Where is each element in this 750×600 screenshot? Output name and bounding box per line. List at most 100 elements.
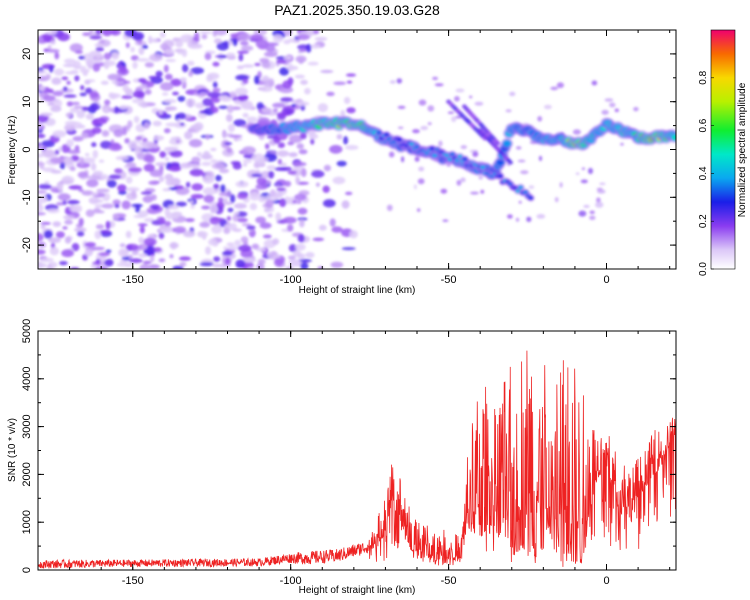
spectrogram-noise-cell [158, 258, 166, 263]
spectrogram-noise-cell [142, 195, 153, 203]
spectrogram-noise-cell [61, 175, 75, 185]
spectrogram-noise-cell [111, 51, 119, 57]
spectrogram-noise-cell [597, 189, 606, 194]
spectrogram-noise-cell [317, 266, 324, 269]
spectrogram-noise-cell [125, 89, 132, 93]
spectrogram-noise-cell [202, 175, 215, 184]
spectrogram-noise-cell [301, 168, 307, 178]
spectrogram-ridge-cell [518, 185, 524, 190]
spectrogram-noise-cell [455, 115, 462, 119]
spectrogram-noise-cell [38, 212, 46, 216]
spectrogram-noise-cell [299, 259, 312, 263]
spectrogram-noise-cell [73, 105, 85, 109]
spectrogram-noise-cell [276, 187, 286, 192]
spectrogram-noise-cell [163, 99, 177, 104]
spectrogram-ridge-cell [376, 130, 382, 135]
spectrogram-noise-cell [312, 237, 325, 242]
spectrogram-noise-cell [59, 162, 66, 170]
spectrogram-noise-cell [218, 197, 224, 203]
spectrogram-noise-cell [288, 134, 303, 143]
spectrogram-noise-cell [440, 188, 448, 194]
spectrogram-noise-cell [82, 106, 90, 112]
spectrogram-noise-cell [292, 200, 297, 204]
spectrogram-noise-cell [113, 129, 124, 138]
spectrogram-noise-cell [261, 61, 271, 68]
spectrogram-noise-cell [126, 187, 140, 192]
spectrogram-noise-cell [209, 204, 219, 214]
spectrogram-noise-cell [417, 178, 425, 185]
spectrogram-noise-cell [213, 256, 221, 262]
spectrogram-noise-cell [102, 108, 109, 112]
spectrogram-noise-cell [242, 64, 255, 68]
spectrogram-noise-cell [201, 205, 211, 210]
spectrogram-noise-cell [259, 57, 270, 64]
spectrogram-noise-cell [288, 63, 293, 72]
spectrogram-noise-cell [110, 30, 118, 35]
spectrogram-noise-cell [226, 216, 232, 221]
spectrogram-noise-cell [237, 244, 252, 252]
spectrogram-noise-cell [138, 210, 149, 218]
spectrogram-noise-cell [386, 204, 393, 211]
spectrogram-noise-cell [427, 105, 435, 112]
spectrogram-noise-cell [69, 43, 83, 53]
spectrogram-noise-cell [139, 225, 145, 234]
spectrogram-noise-cell [38, 115, 49, 123]
spectrogram-noise-cell [211, 162, 226, 170]
spectrogram-noise-cell [282, 80, 293, 89]
spectrogram-noise-cell [225, 114, 233, 122]
spectrogram-noise-cell [276, 150, 289, 157]
spectrogram-noise-cell [191, 156, 201, 164]
spectrogram-noise-cell [119, 65, 127, 74]
spectrogram-noise-cell [258, 195, 267, 203]
spectrogram-noise-cell [284, 180, 292, 187]
spectrogram-noise-cell [80, 85, 85, 91]
spectrogram-noise-cell [169, 162, 180, 167]
spectrogram-noise-cell [52, 90, 64, 97]
spectrogram-noise-cell [81, 190, 94, 196]
spectrogram-noise-cell [56, 202, 65, 206]
spectrogram-noise-cell [240, 45, 254, 51]
spectrogram-noise-cell [103, 52, 112, 60]
spectrogram-noise-cell [76, 231, 85, 237]
spectrogram-noise-cell [197, 231, 205, 238]
spectrogram-noise-cell [47, 101, 55, 106]
spectrogram-noise-cell [116, 262, 131, 267]
spectrogram-noise-cell [179, 261, 187, 267]
spectrogram-noise-cell [173, 226, 187, 234]
spectrogram-noise-cell [329, 218, 336, 227]
spectrogram-noise-cell [105, 220, 111, 230]
spectrogram-noise-cell [164, 73, 173, 80]
spectrogram-noise-cell [242, 146, 256, 155]
spectrogram-noise-cell [107, 73, 120, 81]
spectrogram-noise-cell [223, 224, 234, 228]
spectrogram-noise-cell [49, 247, 60, 256]
spectrogram-noise-cell [317, 103, 328, 113]
spectrogram-noise-cell [121, 95, 133, 99]
spectrogram-noise-cell [101, 203, 114, 209]
spectrogram-noise-cell [50, 40, 56, 45]
spectrogram-noise-cell [175, 39, 184, 48]
spectrogram-noise-cell [588, 167, 593, 175]
spectrogram-noise-cell [158, 109, 163, 115]
spectrogram-noise-cell [243, 261, 254, 268]
spectrogram-noise-cell [228, 134, 243, 138]
spectrogram-noise-cell [143, 237, 157, 247]
spectrogram-noise-cell [75, 50, 83, 54]
spectrogram-noise-cell [109, 93, 117, 100]
spectrogram-noise-cell [125, 42, 130, 49]
spectrogram-noise-cell [104, 99, 111, 106]
spectrogram-noise-cell [266, 165, 276, 171]
spectrogram-noise-cell [122, 127, 127, 136]
spectrogram-noise-cell [212, 263, 220, 268]
snr-ytick-label: 3000 [21, 414, 33, 438]
spectrogram-noise-cell [127, 120, 133, 129]
spectrogram-noise-cell [64, 236, 72, 244]
spectrogram-noise-cell [70, 207, 81, 211]
spectrogram-noise-cell [272, 238, 280, 245]
spectrogram-noise-cell [132, 98, 145, 104]
spectrogram-noise-cell [151, 206, 159, 211]
spectrogram-noise-cell [71, 243, 80, 252]
spectrogram-noise-cell [420, 125, 429, 131]
spectrogram-noise-cell [136, 58, 150, 62]
